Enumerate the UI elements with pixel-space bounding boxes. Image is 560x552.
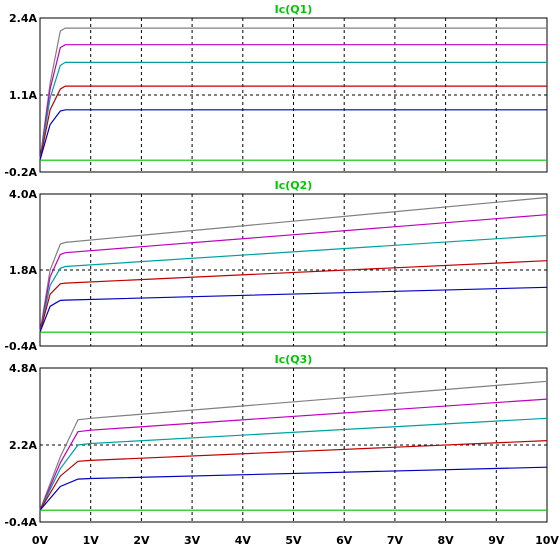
series-line-5: [39, 466, 548, 511]
grid: [40, 18, 547, 172]
y-tick-label: -0.2A: [4, 166, 37, 179]
y-tick-label: 1.8A: [9, 264, 37, 277]
y-tick-label: 4.8A: [9, 362, 37, 375]
series-group: [39, 196, 548, 333]
x-tick-label: 2V: [133, 534, 150, 547]
series-group: [39, 380, 548, 511]
x-tick-label: 8V: [438, 534, 455, 547]
series-line-5: [39, 109, 547, 161]
series-line-2: [39, 44, 547, 161]
series-group: [39, 27, 547, 161]
plot-title: Ic(Q3): [275, 353, 313, 366]
y-tick-label: -0.4A: [4, 340, 37, 353]
x-tick-labels: 0V 1V 2V 3V 4V 5V 6V 7V 8V 9V 10V: [32, 534, 559, 547]
y-tick-label: -0.4A: [4, 516, 37, 529]
x-tick-label: 6V: [336, 534, 353, 547]
grid: [40, 194, 547, 346]
x-tick-label: 5V: [285, 534, 302, 547]
x-tick-label: 7V: [387, 534, 404, 547]
plot-title: Ic(Q1): [275, 3, 313, 16]
grid: [40, 368, 547, 522]
x-tick-label: 1V: [83, 534, 100, 547]
series-line-3: [39, 417, 548, 511]
y-tick-label: 2.4A: [9, 12, 37, 25]
series-line-1: [39, 196, 548, 333]
panel-ic-q2: Ic(Q2) 4.0A 1.8A -0.4A: [4, 179, 548, 353]
plot-title: Ic(Q2): [275, 179, 313, 192]
series-line-2: [39, 214, 548, 333]
x-tick-label: 4V: [235, 534, 252, 547]
series-line-4: [39, 440, 548, 511]
series-line-3: [39, 61, 547, 161]
panel-ic-q1: Ic(Q1) 2.4A 1.1A -0.2A: [4, 3, 548, 179]
y-tick-label: 1.1A: [9, 89, 37, 102]
x-tick-label: 0V: [32, 534, 49, 547]
series-line-2: [39, 398, 548, 511]
panel-ic-q3: Ic(Q3) 4.8A 2.2A -0.4A 0V 1V 2V 3V 4V 5V 6V 7V 8…: [4, 353, 559, 547]
x-tick-label: 10V: [535, 534, 559, 547]
series-line-5: [39, 286, 548, 333]
y-tick-label: 2.2A: [9, 439, 37, 452]
series-line-1: [39, 380, 548, 511]
series-line-4: [39, 85, 547, 161]
series-line-3: [39, 234, 548, 333]
y-tick-label: 4.0A: [9, 188, 37, 201]
x-tick-label: 9V: [488, 534, 505, 547]
series-line-4: [39, 260, 548, 333]
x-tick-label: 3V: [184, 534, 201, 547]
